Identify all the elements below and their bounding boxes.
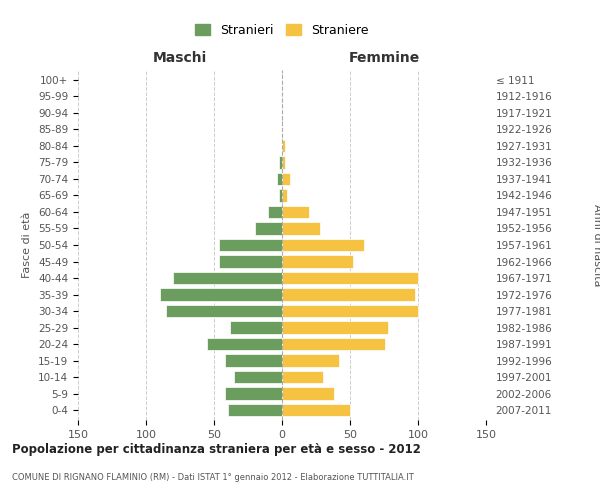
Bar: [279, 156, 282, 168]
Bar: [282, 371, 323, 384]
Bar: [282, 322, 388, 334]
Bar: [160, 288, 282, 300]
Bar: [220, 256, 282, 268]
Bar: [166, 305, 282, 317]
Bar: [255, 222, 282, 234]
Bar: [282, 173, 290, 185]
Bar: [282, 388, 334, 400]
Legend: Stranieri, Straniere: Stranieri, Straniere: [191, 20, 373, 41]
Bar: [282, 156, 285, 168]
Text: Popolazione per cittadinanza straniera per età e sesso - 2012: Popolazione per cittadinanza straniera p…: [12, 442, 421, 456]
Text: Anni di nascita: Anni di nascita: [592, 204, 600, 286]
Bar: [268, 206, 282, 218]
Bar: [282, 288, 415, 300]
Bar: [282, 338, 385, 350]
Text: Femmine: Femmine: [349, 51, 419, 65]
Bar: [282, 404, 350, 416]
Bar: [282, 222, 320, 234]
Bar: [282, 305, 418, 317]
Bar: [220, 239, 282, 251]
Bar: [173, 272, 282, 284]
Bar: [230, 322, 282, 334]
Bar: [282, 206, 309, 218]
Bar: [227, 404, 282, 416]
Bar: [207, 338, 282, 350]
Bar: [235, 371, 282, 384]
Bar: [225, 388, 282, 400]
Bar: [282, 239, 364, 251]
Bar: [225, 354, 282, 367]
Y-axis label: Fasce di età: Fasce di età: [22, 212, 32, 278]
Bar: [282, 272, 418, 284]
Text: COMUNE DI RIGNANO FLAMINIO (RM) - Dati ISTAT 1° gennaio 2012 - Elaborazione TUTT: COMUNE DI RIGNANO FLAMINIO (RM) - Dati I…: [12, 472, 414, 482]
Bar: [277, 173, 282, 185]
Bar: [282, 354, 339, 367]
Bar: [282, 256, 353, 268]
Text: Maschi: Maschi: [153, 51, 207, 65]
Bar: [279, 190, 282, 202]
Bar: [282, 140, 285, 152]
Bar: [282, 190, 287, 202]
